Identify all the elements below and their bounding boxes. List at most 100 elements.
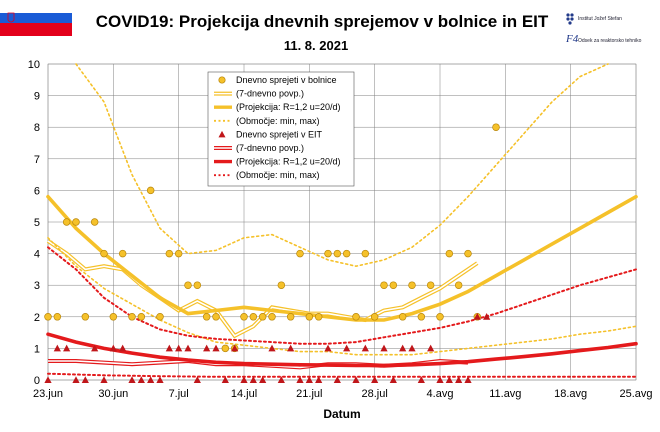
- hosp-point: [72, 218, 80, 226]
- eit-point: [277, 376, 285, 383]
- hosp-point: [389, 281, 398, 289]
- hosp-point: [137, 313, 146, 321]
- x-tick-label: 30.jun: [98, 388, 128, 400]
- svg-text:F4: F4: [565, 33, 579, 45]
- hosp-point: [81, 313, 90, 321]
- hosp-point: [118, 249, 127, 258]
- eit-point: [63, 344, 71, 352]
- hosp-point: [258, 313, 267, 321]
- eit-point: [128, 376, 136, 383]
- hosp-point: [492, 123, 500, 131]
- flag-stripe-red: [0, 23, 72, 36]
- slovenia-flag-icon: [0, 4, 72, 36]
- x-tick-label: 11.avg: [489, 388, 521, 400]
- hosp-point: [352, 313, 360, 321]
- x-tick-label: 18.avg: [554, 388, 587, 400]
- x-tick-label: 7.jul: [169, 388, 189, 400]
- eit-point: [305, 376, 313, 383]
- eit-point: [296, 376, 304, 383]
- f4-logo-text: Odsek za reaktorsko tehniko: [578, 38, 642, 44]
- hosp-point: [408, 281, 416, 289]
- eit-point: [268, 344, 276, 352]
- eit-point: [483, 313, 491, 320]
- eit-point: [137, 376, 145, 383]
- flag-stripe-blue: [0, 13, 72, 23]
- legend-item: (7-dnevno povp.): [214, 143, 304, 153]
- eit-point: [91, 344, 99, 352]
- hosp-point: [417, 313, 426, 321]
- eit-point: [408, 344, 416, 352]
- eit-point: [231, 344, 239, 352]
- hosp-point: [333, 249, 342, 258]
- legend-box: [207, 71, 355, 187]
- hosp-point: [380, 281, 388, 289]
- y-tick-label: 9: [34, 91, 40, 103]
- legend: Dnevno sprejeti v bolnice (7-dnevno povp.…: [207, 71, 355, 187]
- chart-date: 11. 8. 2021: [284, 38, 348, 53]
- hosp-point: [174, 249, 183, 258]
- range-line: [47, 237, 637, 356]
- f4-logo: F4 Odsek za reaktorsko tehniko: [565, 33, 642, 45]
- eit-point: [147, 376, 155, 383]
- y-tick-label: 10: [28, 59, 40, 71]
- eit-point: [259, 376, 267, 383]
- legend-label: (Območje: min, max): [236, 170, 320, 180]
- y-tick-label: 5: [34, 217, 40, 229]
- hosp-point: [193, 281, 202, 289]
- legend-label: (Projekcija: R=1,2 u=20/d): [236, 157, 341, 167]
- eit-point: [287, 344, 295, 352]
- hosp-point: [165, 249, 174, 258]
- eit-point: [44, 376, 52, 383]
- hosp-point: [249, 313, 258, 321]
- x-axis-label: Datum: [323, 407, 360, 421]
- hosp-point: [53, 313, 62, 321]
- hosp-point: [426, 281, 435, 289]
- eit-point: [221, 376, 229, 383]
- hosp-point: [221, 344, 230, 353]
- hosp-point: [370, 313, 379, 321]
- y-tick-label: 0: [34, 375, 40, 387]
- x-tick-label: 25.avg: [619, 388, 652, 400]
- hosp-point: [146, 186, 155, 195]
- x-tick-label: 23.jun: [33, 388, 63, 400]
- x-tick-label: 21.jul: [296, 388, 322, 400]
- chart-title: COVID19: Projekcija dnevnih sprejemov v …: [96, 12, 549, 31]
- legend-item: (Projekcija: R=1,2 u=20/d): [214, 157, 341, 167]
- legend-marker-circle: [218, 76, 226, 84]
- legend-item: (7-dnevno povp.): [214, 89, 304, 99]
- legend-label: (Območje: min, max): [236, 116, 320, 126]
- eit-point: [315, 376, 323, 383]
- eit-point: [72, 376, 80, 383]
- hosp-point: [436, 313, 444, 321]
- eit-point: [212, 344, 220, 352]
- gridlines: [47, 63, 637, 381]
- eit-point: [240, 376, 248, 383]
- series-layer: [44, 63, 638, 383]
- legend-item: (Območje: min, max): [214, 116, 320, 126]
- eit-point: [380, 344, 388, 352]
- legend-item: (Območje: min, max): [214, 170, 320, 180]
- hosp-point: [324, 249, 332, 258]
- hosp-point: [90, 218, 99, 226]
- eit-point: [455, 376, 463, 383]
- y-tick-label: 2: [34, 312, 40, 324]
- hosp-point: [62, 218, 71, 226]
- x-tick-label: 4.avg: [427, 388, 454, 400]
- legend-label: (7-dnevno povp.): [236, 143, 304, 153]
- legend-label: Dnevno sprejeti v EIT: [236, 129, 323, 139]
- eit-point: [100, 376, 108, 383]
- eit-point: [352, 376, 360, 383]
- eit-point: [109, 344, 117, 352]
- eit-point: [184, 344, 192, 352]
- y-tick-label: 6: [34, 185, 40, 197]
- legend-item: Dnevno sprejeti v bolnice: [218, 75, 337, 85]
- y-tick-label: 8: [34, 122, 40, 134]
- legend-item: (Projekcija: R=1,2 u=20/d): [214, 102, 341, 112]
- eit-point: [193, 376, 201, 383]
- hosp-point: [109, 313, 118, 321]
- eit-point: [473, 313, 481, 320]
- legend-label: Dnevno sprejeti v bolnice: [236, 75, 337, 85]
- eit-point: [361, 344, 369, 352]
